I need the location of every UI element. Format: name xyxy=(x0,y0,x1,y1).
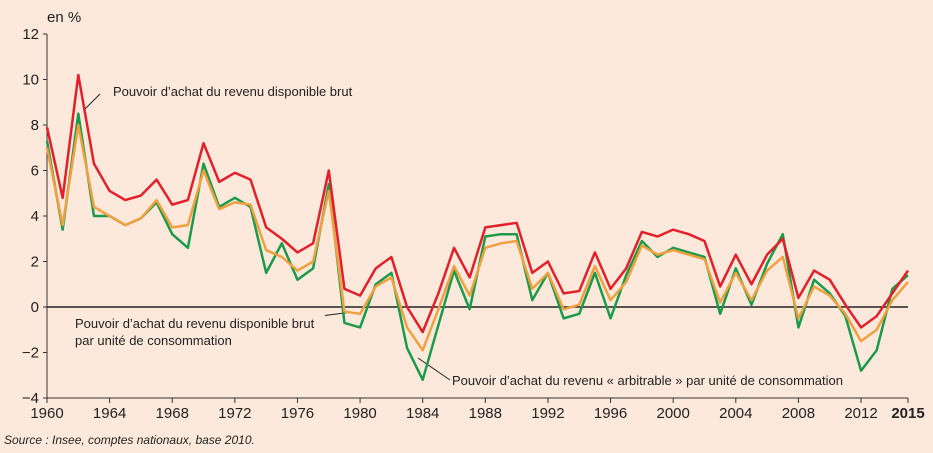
x-tick-label: 2008 xyxy=(782,405,815,422)
x-tick-label: 1976 xyxy=(281,405,314,422)
y-tick-label: 12 xyxy=(22,26,39,43)
x-tick-label: 1960 xyxy=(30,405,63,422)
y-tick-label: 10 xyxy=(22,72,39,89)
leader xyxy=(417,357,451,381)
x-tick-label: 2012 xyxy=(844,405,877,422)
annotation: Pouvoir d’achat du revenu disponible bru… xyxy=(75,315,325,349)
x-tick-label: 1996 xyxy=(594,405,627,422)
x-tick-label: 2000 xyxy=(656,405,689,422)
y-tick-label: 8 xyxy=(31,117,39,134)
source: Source : Insee, comptes nationaux, base … xyxy=(4,433,255,447)
annotation: Pouvoir d’achat du revenu disponible bru… xyxy=(113,83,353,100)
y-tick-label: −4 xyxy=(22,390,39,407)
series-line xyxy=(45,73,910,334)
y-tick-label: 2 xyxy=(31,254,39,271)
annotation: Pouvoir d’achat du revenu « arbitrable »… xyxy=(452,372,843,389)
x-tick-label: 1968 xyxy=(156,405,189,422)
x-tick-label: 1972 xyxy=(218,405,251,422)
x-tick-label: 1988 xyxy=(469,405,502,422)
y-tick-label: 0 xyxy=(31,299,39,316)
y-axis-label: en % xyxy=(47,9,81,26)
x-tick-label: 2004 xyxy=(719,405,752,422)
y-tick-label: −2 xyxy=(22,345,39,362)
x-tick-label: 1964 xyxy=(93,405,126,422)
y-tick-label: 6 xyxy=(31,163,39,180)
y-tick-label: 4 xyxy=(31,208,39,225)
x-tick-label: 1992 xyxy=(531,405,564,422)
x-tick-label: 2015 xyxy=(891,405,924,422)
x-tick-label: 1984 xyxy=(406,405,439,422)
leader xyxy=(83,93,101,111)
series-line xyxy=(45,123,909,352)
x-tick-label: 1980 xyxy=(343,405,376,422)
